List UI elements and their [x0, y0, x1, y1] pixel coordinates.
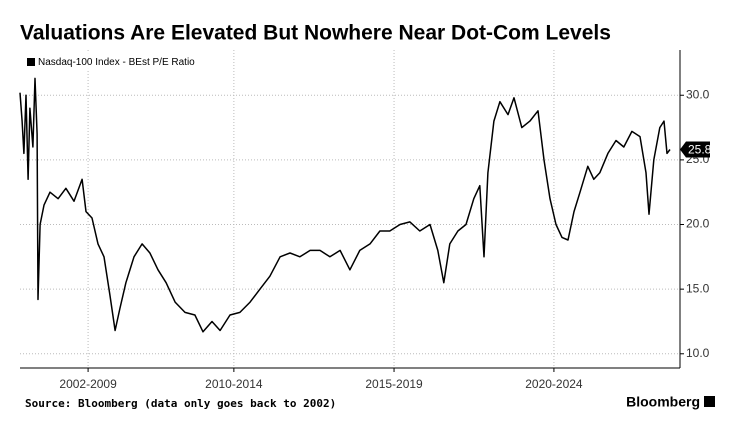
legend-swatch [27, 58, 35, 66]
last-value-label: 25.8 [688, 143, 712, 157]
y-tick-label: 20.0 [686, 217, 710, 231]
y-tick-label: 15.0 [686, 281, 710, 295]
last-value-pointer [680, 141, 710, 158]
legend-label: Nasdaq-100 Index - BEst P/E Ratio [38, 57, 195, 68]
line [19, 77, 671, 333]
legend-box [22, 53, 220, 71]
y-tick-label: 10.0 [686, 346, 710, 360]
x-tick-label: 2002-2009 [59, 377, 117, 391]
x-tick-label: 2020-2024 [525, 377, 583, 391]
brand-icon [704, 396, 715, 407]
x-tick-label: 2015-2019 [365, 377, 423, 391]
chart-title: Valuations Are Elevated But Nowhere Near… [20, 22, 611, 45]
y-tick-label: 30.0 [686, 87, 710, 101]
x-tick-label: 2010-2014 [205, 377, 263, 391]
source: Source: Bloomberg (data only goes back t… [25, 397, 336, 410]
brand: Bloomberg [626, 394, 700, 410]
